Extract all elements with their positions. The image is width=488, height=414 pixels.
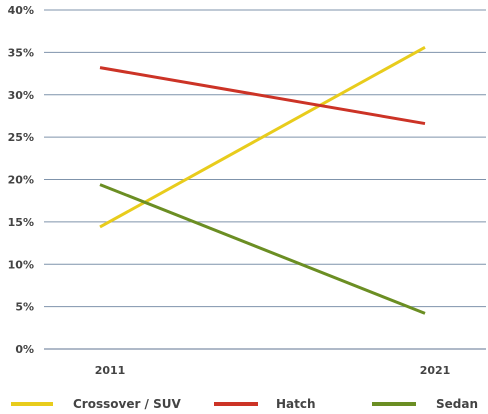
y-tick-label: 30% [8,89,34,102]
y-tick-label: 10% [8,258,34,271]
y-tick-label: 40% [8,4,34,17]
y-tick-label: 25% [8,131,34,144]
y-tick-label: 0% [15,343,34,356]
legend-label-sedan: Sedan [436,397,478,411]
y-tick-label: 20% [8,174,34,187]
y-tick-label: 35% [8,46,34,59]
y-tick-label: 5% [15,301,34,314]
series-lines [99,45,426,315]
x-tick-label: 2011 [95,364,126,377]
x-axis-tick-labels: 2011 2021 [95,364,451,377]
legend: Crossover / SUV Hatch Sedan [11,397,478,411]
legend-label-crossover-suv: Crossover / SUV [73,397,182,411]
legend-label-hatch: Hatch [276,397,316,411]
y-axis-tick-labels: 0% 5% 10% 15% 20% 25% 30% 35% 40% [8,4,34,356]
series-line-crossover-suv [99,45,426,229]
grid-lines [44,9,486,350]
x-tick-label: 2021 [420,364,451,377]
series-line-sedan [99,183,426,315]
y-tick-label: 15% [8,216,34,229]
series-line-hatch [99,66,426,126]
